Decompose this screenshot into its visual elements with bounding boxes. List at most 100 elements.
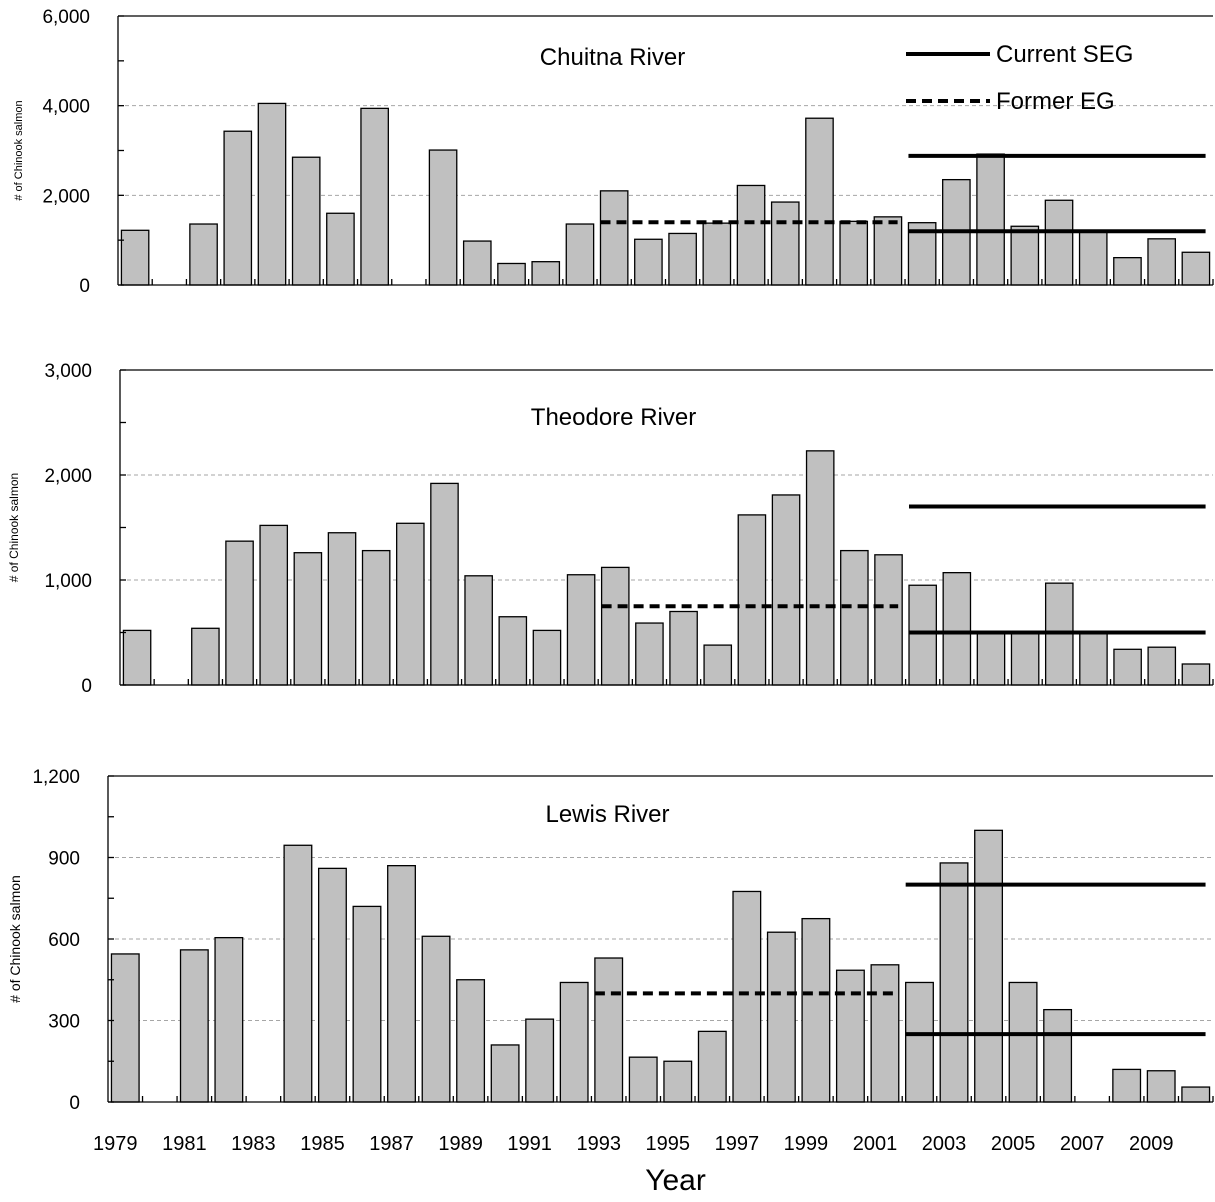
bar <box>599 190 629 286</box>
bar <box>801 917 831 1103</box>
bar <box>805 117 834 286</box>
x-axis-label: Year <box>645 1164 706 1197</box>
y-axis-label: # of Chinook salmon <box>13 100 25 200</box>
bar <box>905 981 934 1103</box>
bar <box>668 232 697 286</box>
bar <box>1078 231 1108 286</box>
bar <box>1181 1086 1211 1103</box>
panel-title: Lewis River <box>545 801 669 828</box>
bar <box>874 554 903 686</box>
bar <box>908 584 937 686</box>
panel-title: Theodore River <box>531 404 696 431</box>
bar <box>191 627 220 686</box>
y-tick-label: 4,000 <box>42 97 90 118</box>
bar <box>291 156 321 286</box>
bar <box>179 949 209 1103</box>
bar <box>766 931 796 1103</box>
y-tick-label: 900 <box>48 849 80 870</box>
x-tick-label: 1987 <box>369 1133 414 1155</box>
bar <box>1181 251 1211 286</box>
x-tick-label: 2003 <box>922 1133 967 1155</box>
bar <box>702 222 732 286</box>
y-axis-label: # of Chinook salmon <box>7 875 23 1003</box>
bar <box>976 153 1005 286</box>
x-tick-label: 2009 <box>1129 1133 1174 1155</box>
x-tick-label: 2001 <box>853 1133 898 1155</box>
bar <box>1079 631 1108 686</box>
y-tick-label: 3,000 <box>44 361 92 382</box>
bar <box>770 201 800 286</box>
bar <box>120 229 150 286</box>
bar <box>110 953 140 1103</box>
bar <box>283 844 313 1103</box>
x-tick-label: 1981 <box>162 1133 207 1155</box>
bar <box>462 240 492 286</box>
x-tick-label: 1997 <box>715 1133 760 1155</box>
x-tick-label: 2007 <box>1060 1133 1105 1155</box>
bar <box>976 631 1006 686</box>
y-axis-label: # of Chinook salmon <box>7 473 21 582</box>
bar <box>1181 663 1211 686</box>
bar <box>421 935 451 1103</box>
bar <box>942 572 972 686</box>
bar <box>939 862 969 1103</box>
chart-panel-theodore-river: 0 1,000 2,000 3,000 Theodore River # of Chino… <box>7 361 1214 697</box>
y-tick-label: 0 <box>81 676 92 697</box>
bar <box>732 890 762 1103</box>
bar <box>1147 238 1177 286</box>
y-tick-label: 0 <box>79 276 90 297</box>
y-tick-label: 600 <box>48 930 80 951</box>
bar <box>122 629 152 686</box>
bar <box>669 610 698 686</box>
bar <box>532 629 562 686</box>
bar <box>737 514 767 686</box>
bar <box>1113 257 1142 286</box>
bar <box>531 261 561 286</box>
x-tick-label: 1995 <box>646 1133 691 1155</box>
bar <box>352 905 382 1103</box>
chart-panel-lewis-river: 0 300 600 900 1,200 Lewis River # of Chinook s… <box>7 767 1214 1197</box>
bar <box>1112 1068 1142 1103</box>
bar <box>566 574 596 686</box>
x-tick-label: 1979 <box>93 1133 138 1155</box>
y-tick-label: 1,000 <box>44 571 92 592</box>
bar <box>327 532 357 686</box>
y-tick-label: 1,200 <box>32 767 80 788</box>
bar <box>1147 646 1177 686</box>
bar <box>464 575 493 686</box>
bar <box>293 552 323 686</box>
bar <box>1010 225 1040 286</box>
bar <box>498 616 528 686</box>
y-tick-label: 300 <box>48 1012 80 1033</box>
y-tick-label: 2,000 <box>44 466 92 487</box>
bar <box>703 644 733 686</box>
x-tick-label: 2005 <box>991 1133 1036 1155</box>
bar <box>565 223 595 286</box>
bar <box>326 212 355 286</box>
bar <box>1010 631 1040 686</box>
bar <box>600 566 630 686</box>
bar <box>873 216 903 286</box>
bar <box>835 969 865 1103</box>
bar <box>223 130 253 286</box>
bar <box>974 829 1004 1103</box>
bar <box>559 981 589 1103</box>
legend-label: Current SEG <box>996 41 1133 68</box>
bar <box>225 540 254 686</box>
bar <box>736 184 766 286</box>
bar <box>430 482 459 686</box>
bar <box>428 149 458 286</box>
bar <box>663 1060 693 1103</box>
bar <box>634 238 663 286</box>
bar <box>497 262 526 286</box>
bar <box>1146 1070 1176 1103</box>
bar <box>525 1018 555 1103</box>
bar <box>1008 981 1038 1103</box>
bar <box>387 865 416 1103</box>
bar <box>1044 199 1074 286</box>
x-tick-label: 1991 <box>507 1133 552 1155</box>
bar <box>214 936 244 1103</box>
bar <box>805 450 835 686</box>
x-tick-label: 1999 <box>784 1133 829 1155</box>
